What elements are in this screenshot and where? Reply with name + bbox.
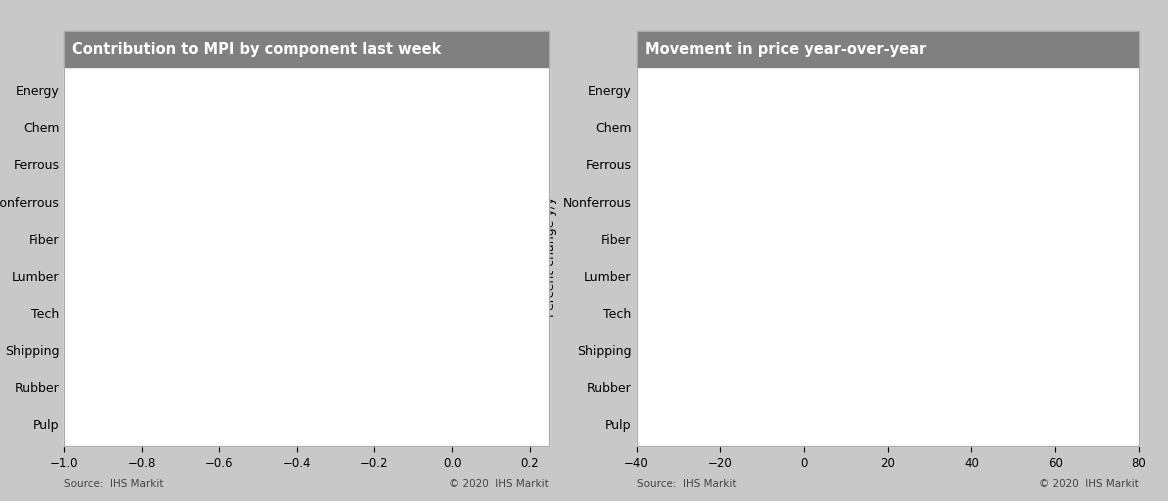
Text: © 2020  IHS Markit: © 2020 IHS Markit [450,478,549,488]
Text: Source:  IHS Markit: Source: IHS Markit [64,478,164,488]
Bar [687,340,804,359]
Text: Movement in price year-over-year: Movement in price year-over-year [645,42,926,57]
Bar [103,117,452,137]
Text: Source:  IHS Markit: Source: IHS Markit [637,478,736,488]
Text: © 2020  IHS Markit: © 2020 IHS Markit [1040,478,1139,488]
Bar [452,340,491,359]
Bar [742,303,804,322]
Bar [804,154,938,174]
Bar [804,191,825,211]
Bar [804,414,825,433]
Bar [452,80,510,100]
Bar [729,117,804,137]
Bar [452,266,499,285]
Bar [220,154,452,174]
Y-axis label: Percent change y/y: Percent change y/y [544,197,557,317]
Bar [394,191,452,211]
Bar [804,377,930,396]
Text: Contribution to MPI by component last week: Contribution to MPI by component last we… [72,42,442,57]
Bar [732,228,804,248]
Bar [432,377,452,396]
Bar [437,414,452,433]
Bar [804,266,1076,285]
Bar [452,228,456,248]
Bar [742,80,804,100]
